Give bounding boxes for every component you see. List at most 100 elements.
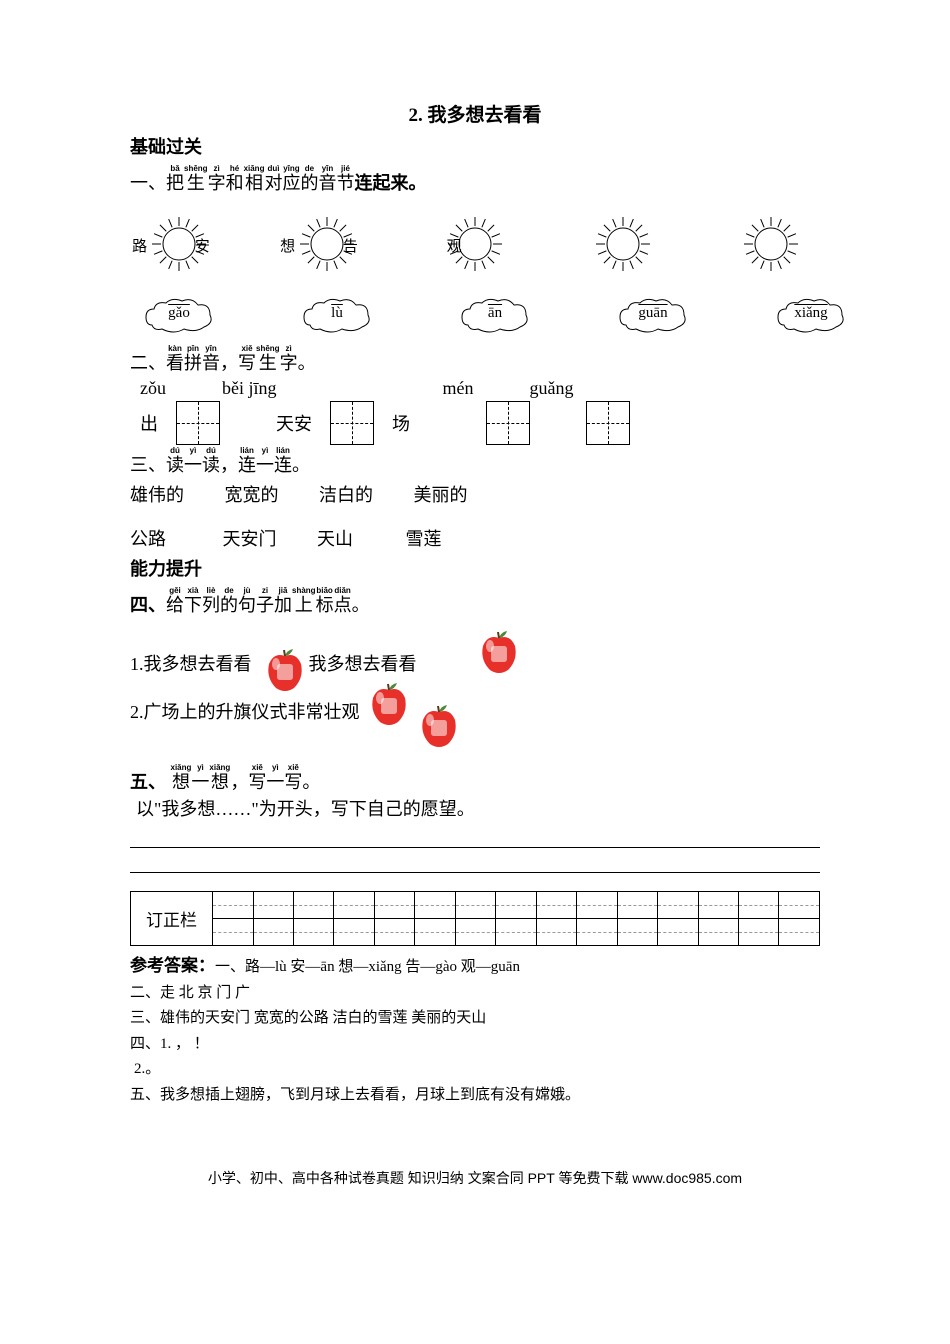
adj: 雄伟的 bbox=[130, 485, 184, 505]
apple-icon[interactable] bbox=[264, 646, 304, 686]
q4-prompt: 四、gěi给xià下liè列de的jù句zi子jiā加shàng上biāo标di… bbox=[130, 587, 820, 617]
answers-block: 参考答案：一、路—lù 安—ān 想—xiǎng 告—gào 观—guān 二、… bbox=[130, 952, 820, 1108]
char-tianan: 天安 bbox=[276, 410, 312, 436]
correction-cell[interactable] bbox=[253, 891, 293, 918]
sun-icon: 路 安 bbox=[150, 215, 208, 273]
adj: 洁白的 bbox=[319, 485, 373, 505]
cloud-icon: gǎo bbox=[140, 295, 218, 335]
correction-cell[interactable] bbox=[294, 918, 334, 945]
q1-prefix: 一、 bbox=[130, 173, 166, 193]
correction-cell[interactable] bbox=[779, 918, 820, 945]
correction-cell[interactable] bbox=[617, 891, 657, 918]
correction-cell[interactable] bbox=[577, 891, 617, 918]
q4-s1: 1.我多想去看看 我多想去看看 bbox=[130, 646, 820, 686]
correction-cell[interactable] bbox=[213, 891, 253, 918]
q2-comma: ， bbox=[220, 353, 238, 373]
q2-prompt: 二、kàn看pīn拼yīn音，xiě写shēng生zì字。 bbox=[130, 345, 820, 375]
correction-cell[interactable] bbox=[455, 918, 495, 945]
correction-cell[interactable] bbox=[738, 918, 778, 945]
write-box[interactable] bbox=[330, 401, 374, 445]
adj: 宽宽的 bbox=[225, 485, 279, 505]
q5-tail: 。 bbox=[302, 772, 320, 792]
q5-prefix: 五、 bbox=[130, 772, 166, 792]
answer-1: 一、路—lù 安—ān 想—xiǎng 告—gào 观—guān bbox=[215, 959, 520, 975]
pinyin-row: zǒu běi jīng mén guǎng bbox=[140, 378, 820, 399]
answer-3: 三、雄伟的天安门 宽宽的公路 洁白的雪莲 美丽的天山 bbox=[130, 1010, 486, 1026]
q2-prefix: 二、 bbox=[130, 353, 166, 373]
s1a: 1.我多想去看看 bbox=[130, 655, 252, 675]
write-line[interactable] bbox=[130, 825, 820, 848]
answer-4b: 2.。 bbox=[134, 1061, 160, 1077]
pinyin-4: guǎng bbox=[530, 378, 574, 399]
correction-cell[interactable] bbox=[577, 918, 617, 945]
section-ability: 能力提升 bbox=[130, 555, 820, 581]
answer-2: 二、走 北 京 门 广 bbox=[130, 985, 250, 1001]
write-box[interactable] bbox=[176, 401, 220, 445]
correction-cell[interactable] bbox=[536, 918, 576, 945]
q3-prompt: 三、dú读yì一dú读，lián连yì一lián连。 bbox=[130, 447, 820, 477]
boxes-row: 出 天安 场 bbox=[140, 401, 820, 445]
sun-icon bbox=[594, 215, 652, 273]
correction-cell[interactable] bbox=[698, 918, 738, 945]
pinyin-1: zǒu bbox=[140, 378, 166, 399]
correction-cell[interactable] bbox=[374, 891, 414, 918]
cloud-icon: xiǎng bbox=[772, 295, 850, 335]
section-basic: 基础过关 bbox=[130, 133, 820, 159]
pinyin-3: mén bbox=[443, 378, 474, 399]
correction-cell[interactable] bbox=[374, 918, 414, 945]
correction-cell[interactable] bbox=[253, 918, 293, 945]
correction-cell[interactable] bbox=[658, 891, 698, 918]
sun-icon: 想 告 bbox=[298, 215, 356, 273]
cloud-icon: guān bbox=[614, 295, 692, 335]
q1-prompt: 一、bǎ把shēng生zì字hé和xiāng相duì对yīng应de的yīn音j… bbox=[130, 165, 820, 195]
sun-icon bbox=[742, 215, 800, 273]
correction-cell[interactable] bbox=[455, 891, 495, 918]
apple-icon[interactable] bbox=[368, 680, 408, 720]
noun: 公路 bbox=[130, 529, 166, 549]
q5-comma: ， bbox=[230, 772, 248, 792]
cloud-icon: lù bbox=[298, 295, 376, 335]
correction-label: 订正栏 bbox=[131, 891, 213, 945]
q3-tail: 。 bbox=[292, 455, 310, 475]
correction-cell[interactable] bbox=[536, 891, 576, 918]
correction-cell[interactable] bbox=[415, 891, 455, 918]
apple-icon[interactable] bbox=[478, 628, 518, 668]
correction-cell[interactable] bbox=[334, 891, 374, 918]
q5-prompt: 五、 xiǎng想yì一xiǎng想，xiě写yì一xiě写。 bbox=[130, 764, 820, 794]
document-page: 2. 我多想去看看 基础过关 一、bǎ把shēng生zì字hé和xiāng相du… bbox=[0, 0, 950, 1228]
q3-prefix: 三、 bbox=[130, 455, 166, 475]
write-box[interactable] bbox=[586, 401, 630, 445]
s1b: 我多想去看看 bbox=[309, 655, 417, 675]
apple-icon[interactable] bbox=[418, 702, 458, 742]
write-line[interactable] bbox=[130, 850, 820, 873]
q2-tail: 。 bbox=[298, 353, 316, 373]
correction-cell[interactable] bbox=[658, 918, 698, 945]
q3-row2: 公路 天安门 天山 雪莲 bbox=[130, 525, 820, 551]
s2: 2.广场上的升旗仪式非常壮观 bbox=[130, 702, 360, 722]
q4-prefix: 四、 bbox=[130, 595, 166, 615]
noun: 雪莲 bbox=[406, 529, 442, 549]
correction-cell[interactable] bbox=[213, 918, 253, 945]
q1-tail: 连起来。 bbox=[354, 173, 426, 193]
correction-cell[interactable] bbox=[415, 918, 455, 945]
correction-cell[interactable] bbox=[334, 918, 374, 945]
noun: 天安门 bbox=[223, 529, 277, 549]
adj: 美丽的 bbox=[414, 485, 468, 505]
correction-cell[interactable] bbox=[294, 891, 334, 918]
correction-cell[interactable] bbox=[496, 891, 536, 918]
q5-subprompt: 以"我多想……"为开头，写下自己的愿望。 bbox=[136, 796, 820, 823]
correction-cell[interactable] bbox=[496, 918, 536, 945]
suns-row: 路 安想 告观 bbox=[150, 215, 820, 273]
correction-cell[interactable] bbox=[617, 918, 657, 945]
sun-icon: 观 bbox=[446, 215, 504, 273]
char-chang: 场 bbox=[392, 410, 410, 436]
q3-comma: ， bbox=[220, 455, 238, 475]
correction-cell[interactable] bbox=[698, 891, 738, 918]
page-title: 2. 我多想去看看 bbox=[130, 100, 820, 127]
correction-cell[interactable] bbox=[779, 891, 820, 918]
correction-cell[interactable] bbox=[738, 891, 778, 918]
q4-tail: 。 bbox=[352, 595, 370, 615]
answers-head: 参考答案： bbox=[130, 956, 215, 975]
q3-row1: 雄伟的 宽宽的 洁白的 美丽的 bbox=[130, 481, 820, 507]
write-box[interactable] bbox=[486, 401, 530, 445]
